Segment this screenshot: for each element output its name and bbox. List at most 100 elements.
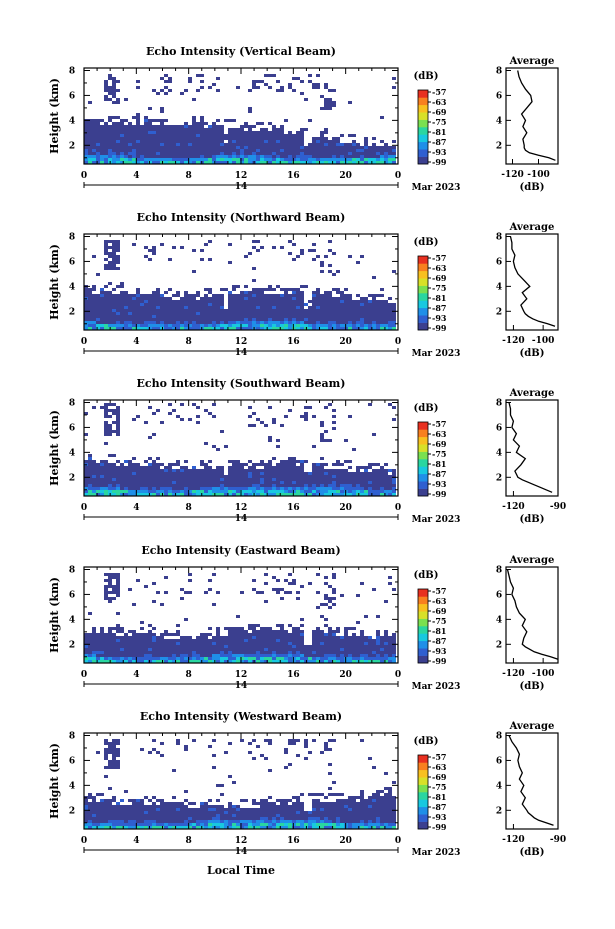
colorbar-tick-label: -93 bbox=[432, 479, 447, 489]
heatmap-cell bbox=[200, 315, 204, 318]
heatmap-cell bbox=[108, 600, 112, 603]
heatmap-cell bbox=[84, 315, 88, 318]
heatmap-cell bbox=[208, 288, 212, 291]
heatmap-cell bbox=[372, 588, 376, 591]
heatmap-cell bbox=[120, 478, 124, 481]
heatmap-cell bbox=[360, 318, 364, 321]
x-tick-label: 16 bbox=[287, 670, 300, 680]
heatmap-cell bbox=[192, 660, 196, 663]
heatmap-cell bbox=[164, 309, 168, 312]
heatmap-cell bbox=[212, 484, 216, 487]
heatmap-cell bbox=[124, 487, 128, 490]
heatmap-cell bbox=[392, 309, 396, 312]
heatmap-cell bbox=[156, 478, 160, 481]
heatmap-cell bbox=[172, 315, 176, 318]
heatmap-cell bbox=[336, 469, 340, 472]
heatmap-cell bbox=[188, 140, 192, 143]
heatmap-cell bbox=[252, 627, 256, 630]
heatmap-cell bbox=[148, 478, 152, 481]
heatmap-cell bbox=[104, 267, 108, 270]
heatmap-cell bbox=[108, 131, 112, 134]
heatmap-cell bbox=[332, 651, 336, 654]
heatmap-cell bbox=[100, 131, 104, 134]
heatmap-cell bbox=[100, 820, 104, 823]
heatmap-cell bbox=[228, 261, 232, 264]
heatmap-cell bbox=[204, 146, 208, 149]
colorbar-swatch bbox=[418, 481, 428, 489]
heatmap-cell bbox=[88, 648, 92, 651]
heatmap-cell bbox=[140, 811, 144, 814]
heatmap-cell bbox=[144, 421, 148, 424]
heatmap-cell bbox=[244, 820, 248, 823]
heatmap-cell bbox=[284, 146, 288, 149]
heatmap-cell bbox=[272, 152, 276, 155]
heatmap-cell bbox=[120, 808, 124, 811]
heatmap-cell bbox=[304, 478, 308, 481]
heatmap-cell bbox=[104, 442, 108, 445]
heatmap-cell bbox=[88, 466, 92, 469]
heatmap-cell bbox=[104, 315, 108, 318]
heatmap-cell bbox=[248, 303, 252, 306]
heatmap-cell bbox=[104, 573, 108, 576]
heatmap-cell bbox=[88, 481, 92, 484]
heatmap-cell bbox=[220, 294, 224, 297]
heatmap-cell bbox=[196, 654, 200, 657]
heatmap-cell bbox=[104, 95, 108, 98]
heatmap-cell bbox=[256, 294, 260, 297]
heatmap-cell bbox=[256, 240, 260, 243]
heatmap-cell bbox=[148, 657, 152, 660]
heatmap-cell bbox=[156, 131, 160, 134]
heatmap-cell bbox=[184, 805, 188, 808]
heatmap-cell bbox=[204, 155, 208, 158]
heatmap-cell bbox=[144, 149, 148, 152]
heatmap-cell bbox=[316, 146, 320, 149]
heatmap-cell bbox=[268, 158, 272, 161]
heatmap-cell bbox=[260, 318, 264, 321]
heatmap-cell bbox=[328, 642, 332, 645]
heatmap-cell bbox=[276, 309, 280, 312]
heatmap-cell bbox=[132, 125, 136, 128]
heatmap-cell bbox=[252, 83, 256, 86]
heatmap-cell bbox=[180, 466, 184, 469]
heatmap-cell bbox=[124, 158, 128, 161]
heatmap-cell bbox=[216, 487, 220, 490]
heatmap-cell bbox=[232, 321, 236, 324]
heatmap-cell bbox=[384, 149, 388, 152]
heatmap-cell bbox=[356, 143, 360, 146]
heatmap-cell bbox=[176, 742, 180, 745]
heatmap-cell bbox=[200, 158, 204, 161]
heatmap-cell bbox=[336, 636, 340, 639]
heatmap-cell bbox=[268, 152, 272, 155]
heatmap-cell bbox=[264, 573, 268, 576]
heatmap-cell bbox=[132, 823, 136, 826]
heatmap-cell bbox=[92, 817, 96, 820]
heatmap-cell bbox=[96, 651, 100, 654]
heatmap-cell bbox=[276, 636, 280, 639]
heatmap-cell bbox=[164, 297, 168, 300]
heatmap-cell bbox=[192, 140, 196, 143]
heatmap-cell bbox=[116, 285, 120, 288]
heatmap-cell bbox=[152, 321, 156, 324]
heatmap-cell bbox=[272, 312, 276, 315]
heatmap-cell bbox=[200, 146, 204, 149]
heatmap-cell bbox=[356, 642, 360, 645]
heatmap-cell bbox=[240, 143, 244, 146]
heatmap-cell bbox=[212, 155, 216, 158]
heatmap-cell bbox=[172, 826, 176, 829]
heatmap-cell bbox=[380, 475, 384, 478]
heatmap-cell bbox=[84, 294, 88, 297]
heatmap-cell bbox=[376, 615, 380, 618]
heatmap-cell bbox=[228, 460, 232, 463]
heatmap-cell bbox=[296, 630, 300, 633]
colorbar-tick-label: -63 bbox=[432, 97, 447, 107]
heatmap-cell bbox=[224, 487, 228, 490]
heatmap-cell bbox=[276, 300, 280, 303]
heatmap-cell bbox=[244, 490, 248, 493]
heatmap-cell bbox=[120, 312, 124, 315]
heatmap-cell bbox=[212, 573, 216, 576]
heatmap-cell bbox=[392, 487, 396, 490]
heatmap-cell bbox=[380, 327, 384, 330]
heatmap-cell bbox=[168, 297, 172, 300]
heatmap-cell bbox=[372, 327, 376, 330]
heatmap-cell bbox=[112, 591, 116, 594]
